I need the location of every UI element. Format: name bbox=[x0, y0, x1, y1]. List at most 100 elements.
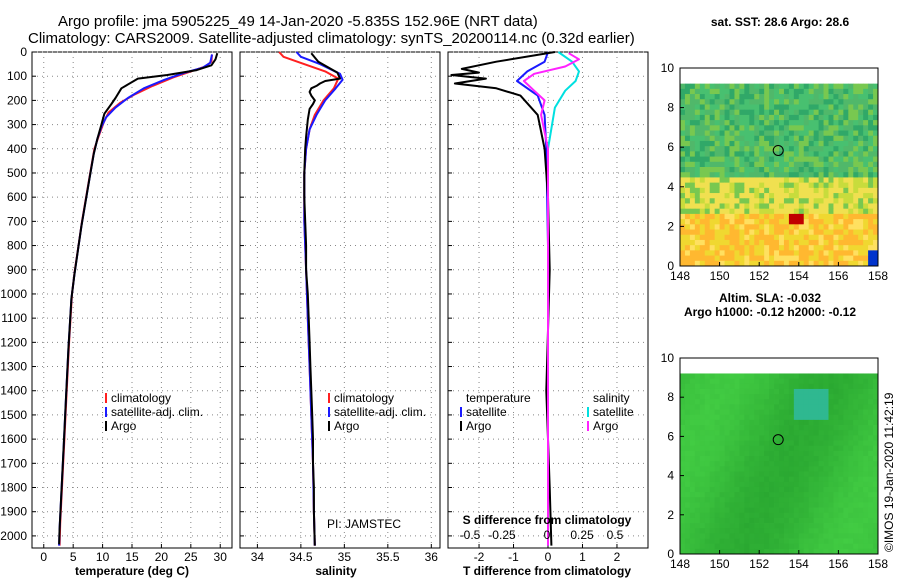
map-cell bbox=[808, 68, 815, 74]
map-cell bbox=[793, 88, 800, 95]
map-cell bbox=[788, 250, 795, 256]
map-cell bbox=[739, 404, 745, 410]
map-cell bbox=[749, 435, 755, 441]
map-cell bbox=[803, 224, 810, 230]
map-cell bbox=[739, 394, 745, 400]
map-cell bbox=[764, 373, 770, 380]
map-cell bbox=[798, 517, 805, 524]
map-cell bbox=[803, 104, 810, 111]
map-cell bbox=[689, 78, 696, 85]
map-cell bbox=[848, 502, 854, 508]
map-cell bbox=[734, 548, 740, 555]
map-cell bbox=[868, 461, 874, 467]
map-cell bbox=[803, 440, 810, 447]
map-cell bbox=[873, 239, 879, 246]
map-cell bbox=[709, 486, 716, 493]
map-cell bbox=[863, 523, 869, 529]
difference-legend: temperaturesatelliteArgosalinitysatellit… bbox=[460, 391, 634, 433]
map-cell bbox=[704, 512, 711, 519]
map-cell bbox=[848, 104, 854, 111]
map-cell bbox=[699, 409, 706, 416]
map-cell bbox=[863, 78, 869, 85]
map-cell bbox=[783, 239, 790, 246]
map-cell bbox=[779, 373, 785, 380]
map-cell bbox=[803, 120, 810, 126]
map-cell bbox=[779, 234, 785, 241]
map-cell bbox=[868, 130, 874, 137]
map-cell bbox=[813, 528, 819, 534]
map-cell bbox=[684, 466, 691, 472]
map-cell bbox=[833, 177, 839, 184]
map-cell bbox=[803, 88, 810, 95]
map-cell bbox=[823, 476, 829, 483]
map-cell bbox=[833, 409, 839, 416]
map-cell bbox=[843, 445, 849, 452]
map-cell bbox=[729, 229, 735, 236]
map-cell bbox=[680, 182, 686, 189]
map-cell bbox=[764, 471, 770, 478]
map-cell bbox=[769, 78, 775, 85]
map-cell bbox=[759, 528, 765, 534]
map-cell bbox=[818, 548, 824, 555]
map-cell bbox=[838, 409, 844, 416]
map-cell bbox=[680, 435, 686, 441]
map-cell bbox=[774, 224, 780, 230]
map-cell bbox=[689, 135, 696, 142]
map-cell bbox=[779, 425, 785, 431]
map-cell bbox=[739, 187, 745, 194]
map-cell bbox=[823, 208, 829, 215]
map-cell bbox=[848, 425, 854, 431]
map-cell bbox=[724, 229, 730, 236]
map-cell bbox=[744, 450, 750, 457]
map-cell bbox=[769, 466, 775, 472]
map-x-tick-label: 148 bbox=[670, 269, 690, 283]
map-cell bbox=[769, 358, 775, 364]
map-cell bbox=[848, 208, 854, 215]
map-cell bbox=[779, 378, 785, 385]
map-cell bbox=[759, 120, 765, 126]
map-cell bbox=[833, 234, 839, 241]
map-cell bbox=[793, 409, 800, 416]
legend-entry: satellite-adj. clim. bbox=[334, 405, 426, 419]
map-cell bbox=[759, 461, 765, 467]
map-cell bbox=[828, 229, 834, 236]
map-cell bbox=[699, 213, 706, 220]
map-cell bbox=[734, 83, 740, 90]
map-cell bbox=[828, 156, 834, 163]
map-cell bbox=[694, 229, 701, 236]
map-cell bbox=[734, 383, 740, 390]
map-cell bbox=[719, 208, 725, 215]
map-cell bbox=[680, 120, 686, 126]
map-cell bbox=[774, 450, 780, 457]
map-cell bbox=[838, 368, 844, 374]
map-cell bbox=[828, 250, 834, 256]
map-cell bbox=[868, 99, 874, 105]
map-cell bbox=[744, 548, 750, 555]
map-cell bbox=[788, 73, 795, 79]
map-cell bbox=[793, 156, 800, 163]
map-cell bbox=[680, 456, 686, 462]
map-cell bbox=[704, 130, 711, 137]
difference-panel: -2 -1 0 1 2 T difference from climatology S … bbox=[447, 51, 649, 578]
map-cell bbox=[788, 213, 795, 220]
map-cell bbox=[788, 445, 795, 452]
map-cell bbox=[699, 88, 706, 95]
map-cell bbox=[793, 99, 800, 105]
depth-tick-label: 2000 bbox=[0, 529, 27, 543]
map-cell bbox=[704, 388, 711, 395]
map-cell bbox=[863, 517, 869, 524]
map-cell bbox=[823, 358, 829, 364]
map-cell bbox=[709, 182, 716, 189]
map-cell bbox=[863, 440, 869, 447]
map-cell bbox=[853, 135, 859, 142]
map-cell bbox=[704, 114, 711, 121]
map-cell bbox=[734, 507, 740, 514]
map-cell bbox=[709, 203, 716, 210]
map-cell bbox=[694, 198, 701, 204]
map-cell bbox=[714, 414, 720, 421]
map-cell bbox=[739, 104, 745, 111]
map-cell bbox=[793, 373, 800, 380]
map-cell bbox=[838, 425, 844, 431]
map-cell bbox=[714, 130, 720, 137]
map-cell bbox=[709, 538, 716, 545]
